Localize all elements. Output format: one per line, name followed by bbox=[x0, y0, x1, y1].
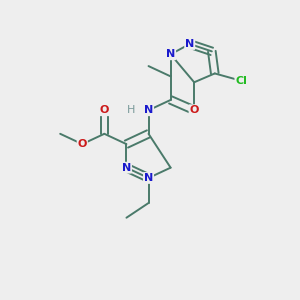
Text: O: O bbox=[100, 105, 109, 115]
Text: H: H bbox=[127, 105, 135, 115]
Text: Cl: Cl bbox=[235, 76, 247, 86]
Text: N: N bbox=[166, 49, 175, 59]
Text: O: O bbox=[78, 139, 87, 149]
Text: N: N bbox=[144, 105, 153, 115]
Text: N: N bbox=[144, 173, 153, 183]
Text: O: O bbox=[190, 105, 199, 115]
Text: N: N bbox=[122, 163, 131, 173]
Text: N: N bbox=[185, 39, 194, 49]
